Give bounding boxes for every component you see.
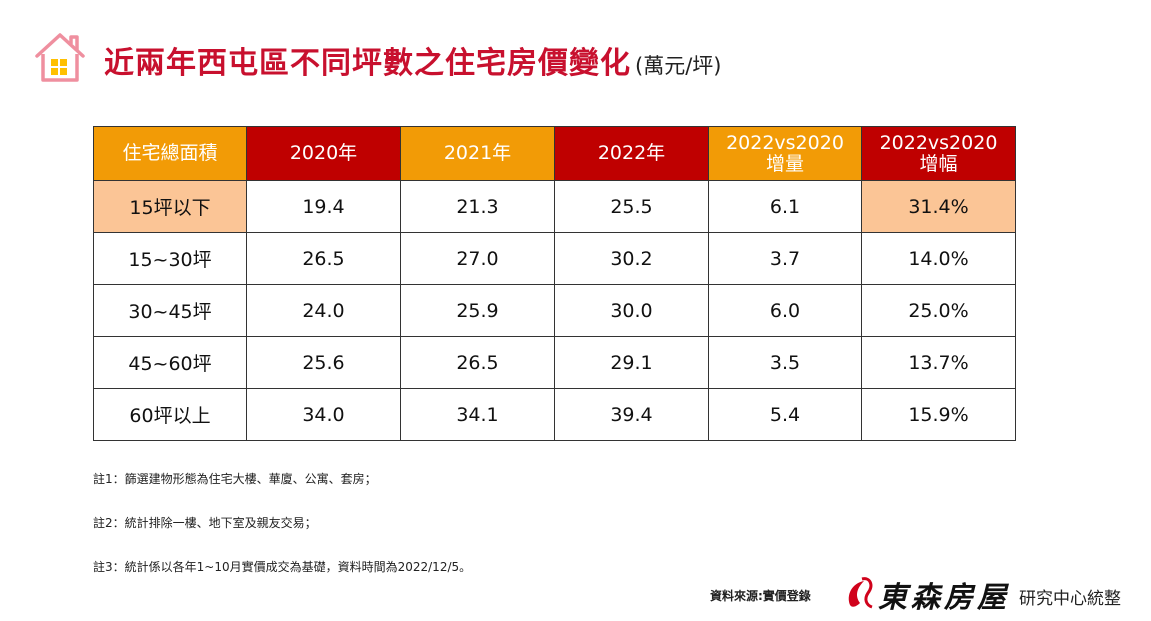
- table-row: 60坪以上 34.0 34.1 39.4 5.4 15.9%: [93, 388, 1016, 441]
- cell-size: 15~30坪: [93, 232, 247, 285]
- header-2022: 2022年: [554, 126, 709, 181]
- cell-increase: 6.1: [708, 180, 862, 233]
- table-header-row: 住宅總面積 2020年 2021年 2022年 2022vs2020 增量 202…: [93, 126, 1016, 181]
- cell-2020: 24.0: [246, 284, 401, 337]
- price-table: 住宅總面積 2020年 2021年 2022年 2022vs2020 增量 202…: [93, 126, 1016, 441]
- cell-2020: 26.5: [246, 232, 401, 285]
- table-row: 45~60坪 25.6 26.5 29.1 3.5 13.7%: [93, 336, 1016, 389]
- footnotes: 註1：篩選建物形態為住宅大樓、華廈、公寓、套房； 註2：統計排除一樓、地下室及親…: [93, 470, 471, 602]
- title-text: 近兩年西屯區不同坪數之住宅房價變化: [104, 46, 631, 81]
- cell-growth: 15.9%: [861, 388, 1016, 441]
- cell-2021: 26.5: [400, 336, 555, 389]
- cell-2022: 25.5: [554, 180, 709, 233]
- cell-2021: 21.3: [400, 180, 555, 233]
- brand-logo-icon: [848, 577, 873, 609]
- cell-2020: 25.6: [246, 336, 401, 389]
- cell-growth: 14.0%: [861, 232, 1016, 285]
- cell-2021: 25.9: [400, 284, 555, 337]
- cell-growth: 13.7%: [861, 336, 1016, 389]
- cell-2021: 27.0: [400, 232, 555, 285]
- cell-2021: 34.1: [400, 388, 555, 441]
- footnote-3: 註3：統計係以各年1~10月實價成交為基礎，資料時間為2022/12/5。: [93, 560, 472, 574]
- cell-growth: 25.0%: [861, 284, 1016, 337]
- title-unit: (萬元/坪): [635, 54, 722, 78]
- cell-size: 30~45坪: [93, 284, 247, 337]
- cell-increase: 3.7: [708, 232, 862, 285]
- cell-increase: 6.0: [708, 284, 862, 337]
- cell-2022: 29.1: [554, 336, 709, 389]
- cell-2022: 39.4: [554, 388, 709, 441]
- brand-name: 東森房屋: [878, 580, 1011, 614]
- house-icon: [35, 33, 85, 82]
- page-title: 近兩年西屯區不同坪數之住宅房價變化 (萬元/坪): [104, 38, 721, 82]
- cell-2020: 19.4: [246, 180, 401, 233]
- header-increase: 2022vs2020 增量: [708, 126, 862, 181]
- footnote-1: 註1：篩選建物形態為住宅大樓、華廈、公寓、套房；: [93, 472, 377, 486]
- header-2020: 2020年: [246, 126, 401, 181]
- header-area: 住宅總面積: [93, 126, 247, 181]
- cell-size: 15坪以下: [93, 180, 247, 233]
- cell-increase: 5.4: [708, 388, 862, 441]
- cell-size: 45~60坪: [93, 336, 247, 389]
- table-row: 15~30坪 26.5 27.0 30.2 3.7 14.0%: [93, 232, 1016, 285]
- table-row: 15坪以下 19.4 21.3 25.5 6.1 31.4%: [93, 180, 1016, 233]
- header-2021: 2021年: [400, 126, 555, 181]
- cell-2022: 30.2: [554, 232, 709, 285]
- table-row: 30~45坪 24.0 25.9 30.0 6.0 25.0%: [93, 284, 1016, 337]
- cell-growth: 31.4%: [861, 180, 1016, 233]
- cell-increase: 3.5: [708, 336, 862, 389]
- cell-2022: 30.0: [554, 284, 709, 337]
- header-growth: 2022vs2020 增幅: [861, 126, 1016, 181]
- cell-size: 60坪以上: [93, 388, 247, 441]
- cell-2020: 34.0: [246, 388, 401, 441]
- research-center-label: 研究中心統整: [1019, 589, 1121, 609]
- data-source: 資料來源:實價登錄: [710, 589, 811, 603]
- footnote-2: 註2：統計排除一樓、地下室及親友交易；: [93, 516, 317, 530]
